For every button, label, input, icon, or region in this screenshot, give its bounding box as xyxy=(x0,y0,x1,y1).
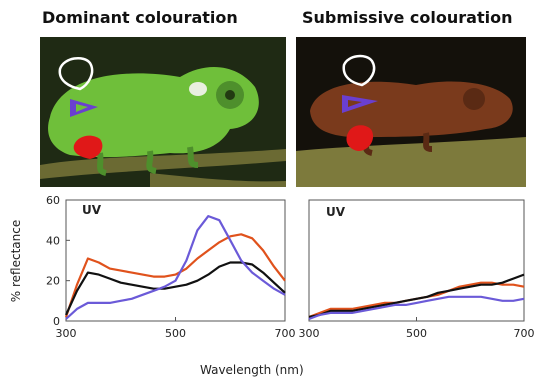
x-axis-label: Wavelength (nm) xyxy=(200,363,304,377)
chameleon-body xyxy=(310,81,513,138)
x-tick-label: 500 xyxy=(165,327,186,340)
branch-lower xyxy=(150,173,286,187)
x-tick-label: 300 xyxy=(299,327,320,340)
reflectance-series-line xyxy=(308,273,525,319)
y-axis-label: % reflectance xyxy=(9,220,23,302)
uv-annotation: UV xyxy=(326,205,346,219)
chameleon-eye xyxy=(463,88,485,110)
reflectance-series-line xyxy=(64,261,286,316)
x-tick-label: 500 xyxy=(406,327,427,340)
dominant-reflectance-chart: UV 300 500 700 0 20 40 60 xyxy=(46,194,296,340)
purple-region-marker xyxy=(342,95,378,113)
reflectance-series-line xyxy=(308,295,525,321)
y-tick-label: 60 xyxy=(46,194,60,207)
y-tick-label: 40 xyxy=(46,234,60,247)
white-region-marker xyxy=(342,54,376,87)
submissive-title: Submissive colouration xyxy=(302,8,513,27)
dominant-title: Dominant colouration xyxy=(42,8,238,27)
chameleon-ear-patch xyxy=(189,82,207,96)
reflectance-series-line xyxy=(64,233,286,318)
x-tick-label: 300 xyxy=(56,327,77,340)
x-tick-label: 700 xyxy=(275,327,296,340)
purple-region-marker xyxy=(70,99,98,117)
reflectance-series-line xyxy=(65,215,286,320)
x-tick-label: 700 xyxy=(514,327,534,340)
white-region-marker xyxy=(58,56,94,91)
y-tick-label: 0 xyxy=(53,315,60,328)
y-tick-label: 20 xyxy=(46,275,60,288)
dominant-chameleon-photo xyxy=(40,37,286,187)
red-region-marker xyxy=(346,125,374,151)
red-region-marker xyxy=(73,135,103,159)
submissive-reflectance-chart: UV 300 500 700 xyxy=(299,199,534,340)
uv-annotation: UV xyxy=(82,203,102,217)
submissive-chameleon-photo xyxy=(296,37,526,187)
